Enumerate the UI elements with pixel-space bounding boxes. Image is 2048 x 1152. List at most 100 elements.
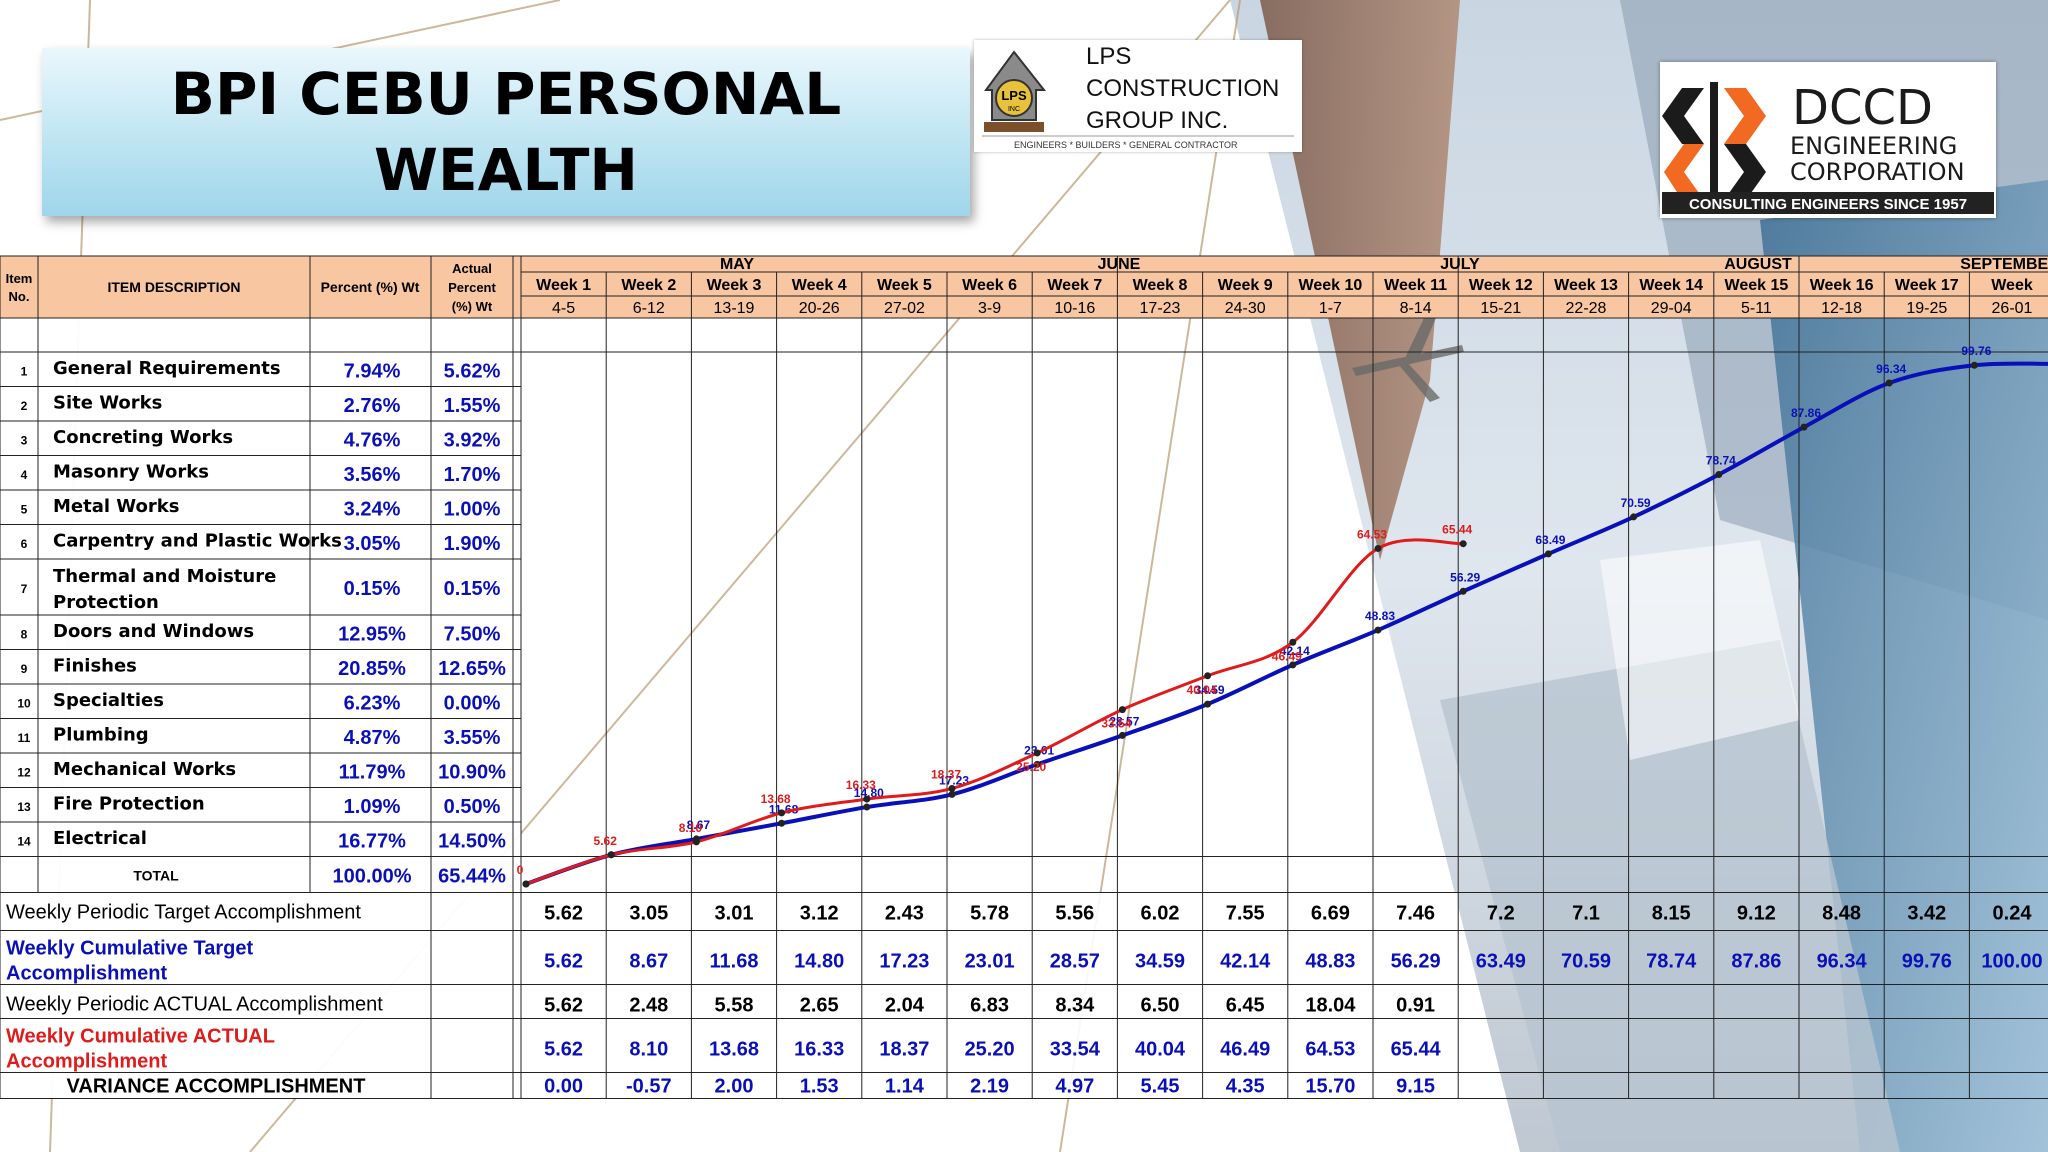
item-description: Doors and Windows: [53, 621, 254, 642]
cumulative-target-value: 42.14: [1220, 951, 1271, 973]
periodic-actual-value: 0.91: [1396, 995, 1435, 1017]
cumulative-target-value: 5.62: [544, 951, 583, 973]
header-percent: Percent (%) Wt: [321, 279, 420, 295]
variance-value: 4.35: [1226, 1076, 1265, 1098]
week-header: Week 11: [1384, 277, 1447, 294]
periodic-target-value: 3.01: [715, 903, 754, 925]
periodic-actual-value: 6.50: [1141, 995, 1180, 1017]
item-description: Finishes: [53, 656, 137, 677]
target-point: [1459, 587, 1467, 595]
cumulative-target-value: 28.57: [1050, 951, 1100, 973]
periodic-actual-value: 5.62: [544, 995, 583, 1017]
item-percent: 12.95%: [338, 623, 406, 645]
week-header: Week 14: [1639, 277, 1703, 294]
item-description: Masonry Works: [53, 462, 209, 483]
target-point: [863, 803, 871, 811]
dccd-line-3: CORPORATION: [1790, 158, 1965, 186]
week-header: Week 3: [707, 277, 762, 294]
cumulative-target-value: 11.68: [710, 951, 759, 973]
item-description: Fire Protection: [53, 794, 205, 815]
item-percent: 7.94%: [344, 360, 401, 382]
periodic-target-value: 7.46: [1396, 903, 1435, 925]
item-number: 8: [21, 627, 28, 641]
lps-name-2: CONSTRUCTION: [1086, 75, 1279, 102]
cumulative-target-value: 99.76: [1902, 951, 1952, 973]
header-actual-2: Percent: [448, 280, 496, 295]
cumulative-target-value: 8.67: [629, 951, 668, 973]
item-description: Concreting Works: [53, 427, 233, 448]
actual-data-label: 33.54: [1101, 717, 1131, 731]
periodic-target-value: 7.55: [1226, 903, 1265, 925]
row-label-cumulative-target-2: Accomplishment: [6, 963, 167, 985]
lps-name-3: GROUP INC.: [1086, 107, 1228, 134]
week-dates: 13-19: [714, 300, 755, 317]
periodic-actual-value: 2.65: [800, 995, 839, 1017]
variance-value: 1.53: [800, 1076, 839, 1098]
cumulative-target-value: 56.29: [1391, 951, 1441, 973]
target-point: [1544, 550, 1552, 558]
cumulative-target-value: 23.01: [965, 951, 1015, 973]
actual-point: [1459, 540, 1467, 548]
actual-data-label: 18.37: [931, 767, 961, 781]
header-actual-3: (%) Wt: [452, 299, 493, 314]
target-data-label: 70.59: [1621, 496, 1651, 510]
target-data-label: 96.34: [1876, 362, 1906, 376]
periodic-target-value: 3.42: [1907, 903, 1946, 925]
target-data-label: 87.86: [1791, 406, 1821, 420]
actual-point: [522, 880, 530, 888]
s-curve-chart: 8.6711.6814.8017.2323.0128.5734.5942.144…: [517, 344, 2048, 888]
week-dates: 29-04: [1651, 300, 1692, 317]
actual-data-label: 8.10: [679, 821, 703, 835]
item-actual-percent: 3.92%: [444, 429, 501, 451]
lps-name-1: LPS: [1086, 43, 1131, 70]
target-point: [1970, 361, 1978, 369]
cumulative-target-value: 70.59: [1561, 951, 1611, 973]
actual-point: [1033, 749, 1041, 757]
cumulative-actual-value: 46.49: [1220, 1039, 1270, 1061]
item-actual-percent: 1.55%: [444, 395, 501, 417]
item-description: Plumbing: [53, 725, 149, 746]
item-number: 2: [21, 399, 28, 413]
item-number: 3: [21, 433, 28, 447]
week-header: Week 13: [1554, 277, 1618, 294]
item-actual-percent: 12.65%: [438, 658, 506, 680]
item-number: 5: [21, 502, 28, 516]
week-dates: 4-5: [552, 300, 575, 317]
cumulative-actual-value: 65.44: [1391, 1039, 1442, 1061]
target-data-label: 56.29: [1450, 570, 1480, 584]
week-header: Week 15: [1725, 277, 1789, 294]
dccd-name: DCCD: [1792, 80, 1933, 136]
periodic-target-value: 8.48: [1822, 903, 1861, 925]
target-point: [1630, 513, 1638, 521]
item-description-2: Protection: [53, 592, 159, 613]
dccd-tagline: CONSULTING ENGINEERS SINCE 1957: [1689, 196, 1967, 213]
periodic-target-value: 5.62: [544, 903, 583, 925]
target-data-label: 63.49: [1535, 533, 1565, 547]
actual-point: [948, 784, 956, 792]
week-header: Week 7: [1047, 277, 1102, 294]
item-actual-percent: 1.70%: [444, 464, 501, 486]
cumulative-target-value: 87.86: [1731, 951, 1781, 973]
week-header: Week 5: [877, 277, 932, 294]
month-september: SEPTEMBER: [1960, 256, 2048, 273]
periodic-target-value: 8.15: [1652, 903, 1691, 925]
item-actual-percent: 1.90%: [444, 533, 501, 555]
item-number: 10: [17, 696, 31, 710]
variance-value: 2.19: [970, 1076, 1009, 1098]
title-line-1: BPI CEBU PERSONAL: [170, 60, 842, 128]
actual-point: [692, 838, 700, 846]
month-may: MAY: [720, 256, 754, 273]
item-actual-percent: 14.50%: [438, 830, 506, 852]
actual-data-label: 65.44: [1442, 523, 1472, 537]
cumulative-actual-value: 64.53: [1305, 1039, 1355, 1061]
cumulative-target-value: 14.80: [794, 951, 844, 973]
row-label-cumulative-actual-1: Weekly Cumulative ACTUAL: [6, 1026, 275, 1048]
target-point: [1715, 471, 1723, 479]
actual-point: [607, 851, 615, 859]
cumulative-actual-value: 40.04: [1135, 1039, 1186, 1061]
item-number: 1: [21, 364, 28, 378]
target-data-label: 48.83: [1365, 609, 1395, 623]
target-point: [778, 819, 786, 827]
item-actual-percent: 7.50%: [444, 623, 501, 645]
cumulative-target-value: 34.59: [1135, 951, 1185, 973]
